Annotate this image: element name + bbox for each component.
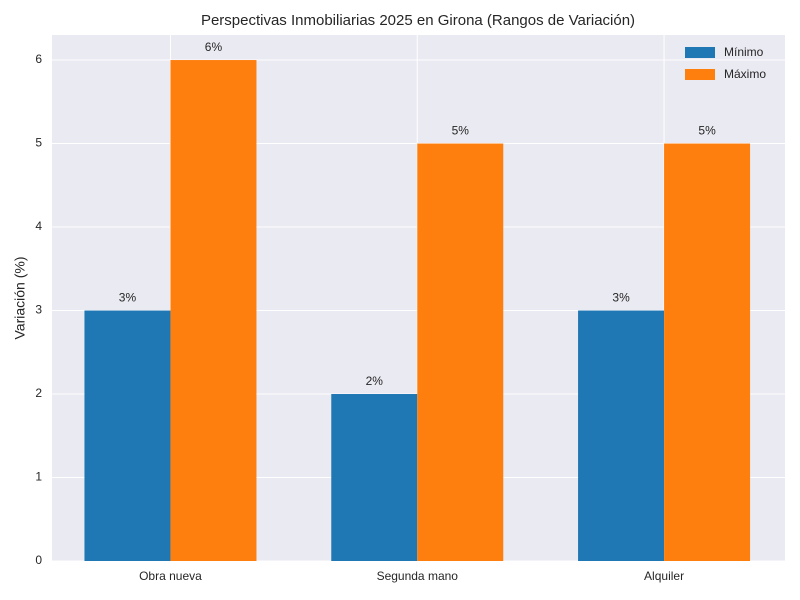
value-label: 3% (612, 291, 630, 305)
bar (417, 143, 504, 562)
bar (170, 60, 257, 562)
y-axis-label: Variación (%) (12, 257, 28, 340)
value-label: 5% (698, 124, 716, 138)
x-tick-label: Alquiler (644, 569, 684, 583)
legend-swatch (685, 69, 715, 80)
legend-label: Mínimo (724, 45, 764, 59)
y-tick-label: 3 (35, 303, 42, 317)
y-tick-label: 6 (35, 52, 42, 66)
y-tick-label: 5 (35, 136, 42, 150)
y-tick-label: 2 (35, 386, 42, 400)
x-tick-label: Segunda mano (377, 569, 459, 583)
legend-label: Máximo (724, 67, 766, 81)
value-label: 5% (452, 124, 470, 138)
value-label: 6% (205, 40, 223, 54)
x-tick-label: Obra nueva (139, 569, 202, 583)
y-tick-label: 4 (35, 219, 42, 233)
bar (331, 394, 418, 561)
chart-title: Perspectivas Inmobiliarias 2025 en Giron… (201, 12, 635, 29)
bar (84, 310, 171, 561)
bar (664, 143, 751, 562)
y-tick-label: 0 (35, 553, 42, 567)
bar (578, 310, 665, 561)
legend-swatch (685, 47, 715, 58)
y-tick-label: 1 (35, 470, 42, 484)
value-label: 2% (366, 374, 384, 388)
value-label: 3% (119, 291, 137, 305)
